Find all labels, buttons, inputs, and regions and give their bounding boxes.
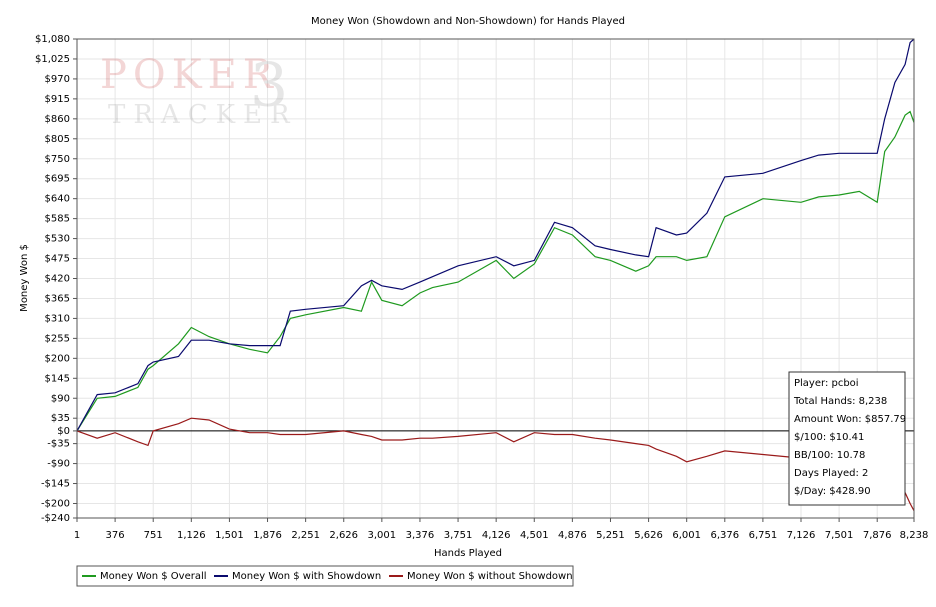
- info-line: Total Hands: 8,238: [793, 396, 887, 407]
- y-tick-label: $1,025: [35, 54, 70, 65]
- x-tick-label: 2,251: [291, 530, 320, 541]
- y-tick-label: $475: [45, 254, 70, 265]
- x-tick-label: 5,626: [634, 530, 663, 541]
- x-tick-label: 6,376: [710, 530, 739, 541]
- y-tick-label: -$200: [41, 498, 70, 509]
- legend-label: Money Won $ without Showdown: [407, 571, 573, 582]
- plot-frame: [76, 38, 915, 519]
- x-tick-label: 6,751: [749, 530, 778, 541]
- y-tick-label: $200: [45, 353, 70, 364]
- watermark-word: TRACKER: [108, 100, 298, 130]
- info-box: Player: pcboi Total Hands: 8,238 Amount Wo…: [788, 371, 906, 506]
- x-tick-label: 1,126: [177, 530, 206, 541]
- info-line: BB/100: 10.78: [794, 450, 865, 461]
- y-tick-label: $365: [45, 293, 70, 304]
- y-tick-label: $695: [45, 174, 70, 185]
- y-tick-label: -$145: [41, 479, 70, 490]
- y-tick-label: -$240: [41, 513, 70, 524]
- series-line: [76, 110, 915, 432]
- x-tick-label: 2,626: [329, 530, 358, 541]
- info-line: Player: pcboi: [794, 378, 859, 389]
- x-tick-label: 751: [144, 530, 163, 541]
- x-tick-label: 1,876: [253, 530, 282, 541]
- y-tick-label: $420: [45, 274, 70, 285]
- x-tick-label: 376: [106, 530, 125, 541]
- info-line: Amount Won: $857.79: [794, 414, 906, 425]
- watermark: POKER TRACKER 3: [100, 51, 298, 130]
- x-tick-label: 4,126: [482, 530, 511, 541]
- x-tick-label: 7,126: [787, 530, 816, 541]
- x-tick-label: 6,001: [672, 530, 701, 541]
- y-tick-label: $805: [45, 134, 70, 145]
- y-tick-label: $0: [57, 426, 70, 437]
- legend: Money Won $ Overall Money Won $ with Show…: [76, 565, 574, 587]
- x-tick-label: 1: [74, 530, 80, 541]
- y-axis-label: Money Won $: [19, 244, 30, 312]
- y-tick-label: $915: [45, 94, 70, 105]
- info-box-frame: [788, 371, 906, 506]
- x-tick-label: 4,501: [520, 530, 549, 541]
- legend-label: Money Won $ Overall: [100, 571, 207, 582]
- x-tick-label: 3,751: [444, 530, 473, 541]
- x-tick-label: 7,876: [863, 530, 892, 541]
- y-tick-label: $255: [45, 333, 70, 344]
- y-tick-label: $530: [45, 234, 70, 245]
- y-tick-label: $1,080: [35, 34, 70, 45]
- x-tick-label: 3,376: [406, 530, 435, 541]
- x-tick-label: 5,251: [596, 530, 625, 541]
- x-tick-label: 7,501: [825, 530, 854, 541]
- y-tick-label: -$35: [47, 439, 70, 450]
- info-line: Days Played: 2: [794, 468, 868, 479]
- legend-label: Money Won $ with Showdown: [232, 571, 381, 582]
- y-tick-label: -$90: [47, 459, 70, 470]
- info-line: $/100: $10.41: [794, 432, 864, 443]
- info-line: $/Day: $428.90: [794, 486, 871, 497]
- x-axis-label: Hands Played: [434, 548, 502, 559]
- watermark-digit: 3: [250, 51, 288, 121]
- x-tick-label: 1,501: [215, 530, 244, 541]
- y-tick-label: $640: [45, 194, 70, 205]
- y-tick-label: $35: [51, 413, 70, 424]
- y-tick-label: $145: [45, 373, 70, 384]
- x-tick-label: 4,876: [558, 530, 587, 541]
- chart-title: Money Won (Showdown and Non-Showdown) fo…: [311, 16, 625, 27]
- y-tick-label: $585: [45, 214, 70, 225]
- x-tick-label: 8,238: [900, 530, 929, 541]
- x-tick-label: 3,001: [368, 530, 397, 541]
- y-tick-label: $310: [45, 313, 70, 324]
- y-tick-label: $750: [45, 154, 70, 165]
- y-tick-label: $860: [45, 114, 70, 125]
- legend-frame: [76, 565, 574, 587]
- series-line: [76, 38, 915, 432]
- watermark-word: POKER: [100, 52, 279, 98]
- y-tick-label: $970: [45, 74, 70, 85]
- y-tick-label: $90: [51, 393, 70, 404]
